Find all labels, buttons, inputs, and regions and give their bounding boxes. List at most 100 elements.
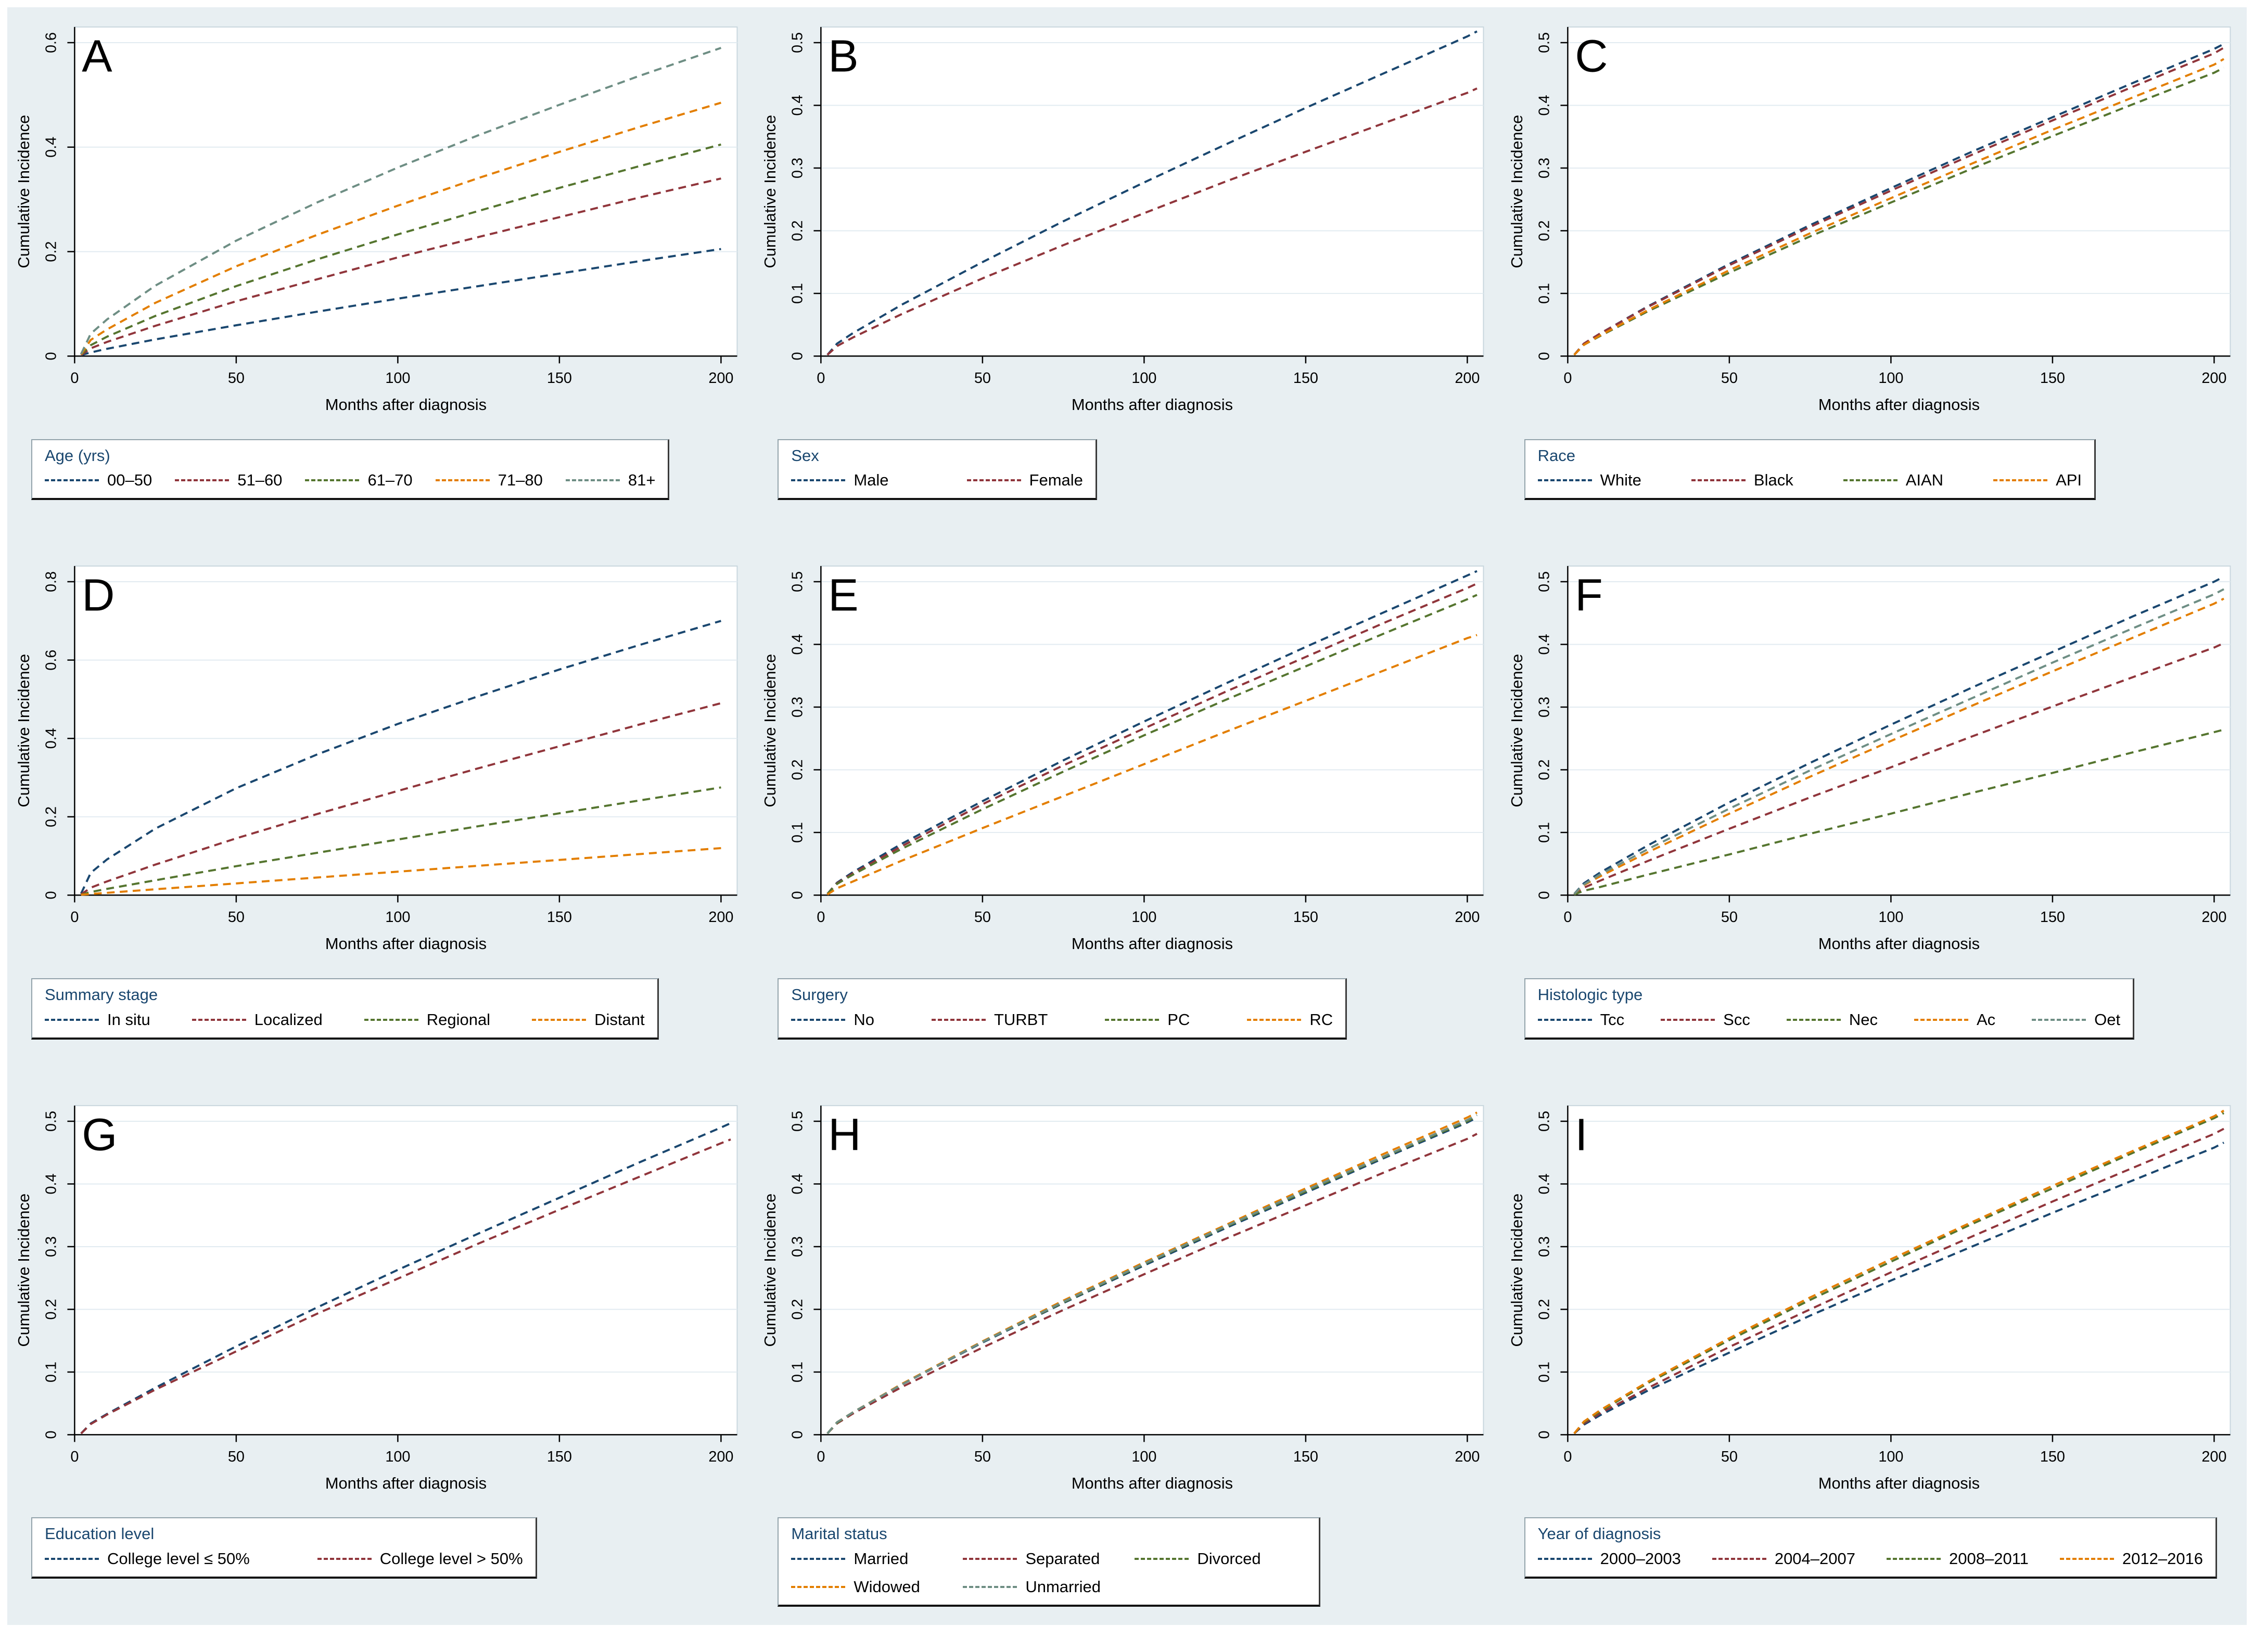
legend-label: Married [854,1549,909,1568]
legend-B: Sex Male Female [778,439,1097,501]
panel-letter: H [829,1109,861,1160]
y-tick-label: 0.5 [1536,1111,1552,1132]
panel-letter: F [1575,570,1602,621]
panel-A: 0 0.2 0.4 0.6 0 50 100 150 200 Months after diagn… [7,7,754,546]
x-tick-label: 0 [1563,370,1572,387]
x-tick-label: 0 [70,370,79,387]
plot-area [1567,1105,2231,1436]
x-axis-title: Months after diagnosis [1072,395,1233,414]
legend-swatch-icon [1843,479,1898,482]
plot-area [820,566,1484,896]
legend-label: 81+ [628,471,656,490]
y-axis-title: Cumulative Incidence [761,654,779,808]
legend-entry-Unmarried: Unmarried [963,1578,1135,1596]
legend-swatch-icon [1537,1557,1592,1560]
plot-area [74,1105,738,1436]
legend-label: Female [1029,471,1083,490]
series-line-81+ [80,47,722,355]
legend-swatch-icon [791,1557,846,1560]
panel-D: 0 0.2 0.4 0.6 0.8 0 50 100 150 200 Months after di… [7,546,754,1085]
legend-title: Year of diagnosis [1537,1525,1661,1543]
legend-swatch-icon [2032,1018,2086,1021]
y-tick-label: 0.2 [43,806,60,827]
series-line-61–70 [80,143,721,355]
legend-label: Scc [1723,1010,1750,1029]
panel-G: 0 0.1 0.2 0.3 0.4 0.5 0 50 100 150 200 Months after… [7,1086,754,1625]
y-tick-label: 0 [1536,352,1552,360]
legend-swatch-icon [45,1557,99,1560]
series-line-Female [826,87,1478,356]
legend-swatch-icon [1105,1018,1160,1021]
x-tick-label: 150 [547,370,572,387]
legend-entries: College level ≤ 50% College level > 50% [45,1549,523,1568]
x-tick-label: 0 [817,370,825,387]
legend-entry-2000–2003: 2000–2003 [1537,1549,1681,1568]
series-line-In situ [80,620,721,894]
legend-label: PC [1167,1010,1190,1029]
plot-area [1567,26,2231,357]
legend-label: Localized [254,1010,323,1029]
legend-C: Race White Black AIAN API [1524,439,2096,501]
legend-entry-Regional: Regional [364,1010,490,1029]
x-axis-title: Months after diagnosis [1072,1474,1233,1492]
legend-label: Divorced [1197,1549,1261,1568]
x-tick-label: 100 [1132,370,1157,387]
legend-title: Sex [791,446,819,465]
y-tick-label: 0.5 [789,571,806,592]
series-line-PC [826,594,1478,895]
series-line-Ac [1573,598,2224,895]
legend-entry-RC: RC [1247,1010,1333,1029]
panel-G-chart: 0 0.1 0.2 0.3 0.4 0.5 0 50 100 150 200 Months after… [15,1105,738,1492]
panel-letter: D [82,570,114,621]
series-line-Tcc [1573,575,2224,895]
y-tick-label: 0.1 [1536,283,1552,304]
legend-swatch-icon [364,1018,418,1021]
y-tick-label: 0.5 [789,32,806,53]
x-tick-label: 150 [2040,370,2065,387]
legend-I: Year of diagnosis 2000–2003 2004–2007 2008–… [1524,1517,2218,1579]
legend-swatch-icon [791,1018,846,1021]
panel-letter: A [82,30,112,81]
legend-title: Race [1537,446,1576,465]
legend-entry-2008–2011: 2008–2011 [1887,1549,2029,1568]
panel-A-chart: 0 0.2 0.4 0.6 0 50 100 150 200 Months after diagn… [15,26,738,414]
legend-swatch-icon [1691,479,1746,482]
legend-swatch-icon [966,479,1021,482]
legend-entry-Married: Married [791,1549,963,1568]
series-line-2004–2007 [1573,1128,2224,1435]
y-axis-title: Cumulative Incidence [15,115,33,268]
x-tick-label: 200 [1455,909,1480,926]
panel-letter: I [1575,1109,1587,1160]
legend-label: 2012–2016 [2122,1549,2204,1568]
y-tick-label: 0.3 [789,1236,806,1257]
series-line-2012–2016 [1573,1109,2224,1434]
legend-title: Histologic type [1537,985,1643,1004]
legend-entries: 00–50 51–60 61–70 71–80 81+ [45,471,655,490]
x-tick-label: 200 [708,1449,733,1465]
y-axis-title: Cumulative Incidence [1508,654,1526,808]
legend-swatch-icon [1887,1557,1941,1560]
y-tick-label: 0.3 [43,1236,60,1257]
legend-label: Male [854,471,889,490]
series-line-71–80 [80,101,721,355]
x-axis-title: Months after diagnosis [325,934,487,953]
series-line-Male [826,30,1478,356]
y-tick-label: 0.2 [43,241,60,262]
x-tick-label: 50 [228,370,245,387]
series-line-Distant [81,847,721,896]
legend-entry-71–80: 71–80 [435,471,543,490]
legend-entry-81+: 81+ [565,471,656,490]
y-tick-label: 0.5 [1536,571,1552,592]
series-line-Unmarried [826,1113,1478,1434]
x-tick-label: 150 [547,909,572,926]
y-tick-label: 0.3 [1536,697,1552,718]
legend-entry-Localized: Localized [192,1010,323,1029]
legend-swatch-icon [1712,1557,1766,1560]
legend-swatch-icon [45,479,99,482]
legend-swatch-icon [565,479,620,482]
series-line-Oet [1573,588,2224,895]
legend-label: 00–50 [107,471,152,490]
y-tick-label: 0.5 [43,1111,60,1132]
legend-title: Surgery [791,985,848,1004]
legend-H: Marital status Married Separated Divorced Wi… [778,1517,1321,1607]
